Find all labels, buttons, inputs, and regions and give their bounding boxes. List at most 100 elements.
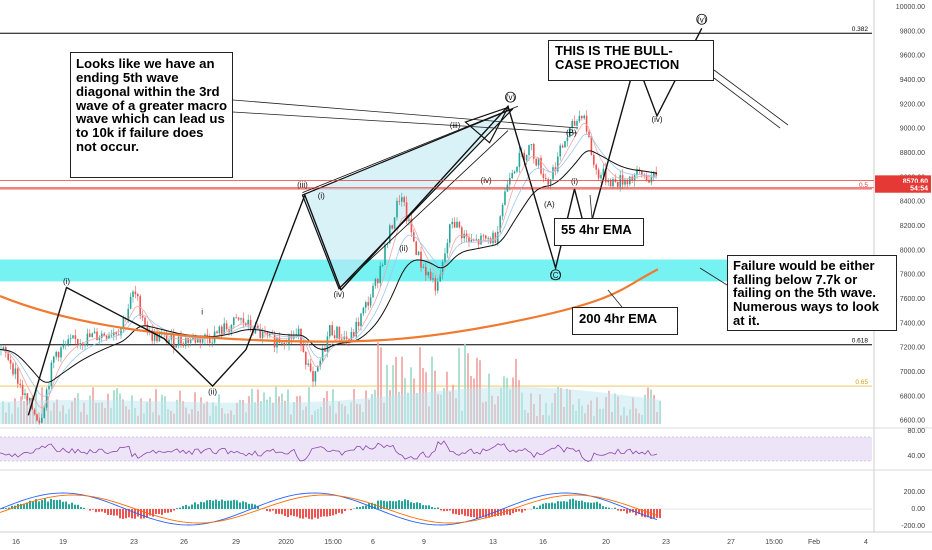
macd-hist-bar — [395, 501, 397, 509]
candle-body — [48, 386, 50, 390]
pointer-failure — [699, 267, 728, 286]
macd-hist-bar — [44, 498, 46, 509]
label-ema200[interactable]: 200 4hr EMA — [572, 307, 678, 335]
macd-hist-bar — [140, 509, 142, 519]
pointer-bull-2 — [713, 77, 781, 129]
macd-hist-bar — [224, 500, 226, 509]
support-zone — [0, 259, 872, 282]
rsi-tick-label: 40.00 — [907, 453, 925, 460]
candle-body — [645, 175, 648, 180]
macd-hist-bar — [605, 507, 607, 509]
candle-body — [89, 333, 91, 337]
annotation-bull-case[interactable]: THIS IS THE BULL-CASE PROJECTION — [548, 40, 714, 81]
macd-hist-bar — [476, 509, 478, 519]
macd-hist-bar — [20, 503, 22, 509]
price-tick-label: 10000.00 — [896, 4, 925, 11]
macd-hist-bar — [77, 504, 79, 509]
candle-body — [585, 115, 588, 132]
macd-hist-bar — [497, 509, 499, 517]
candle-body — [7, 352, 9, 360]
macd-hist-bar — [314, 509, 316, 518]
candle-body — [338, 326, 341, 339]
macd-hist-bar — [149, 509, 151, 516]
macd-hist-bar — [617, 509, 619, 511]
time-tick-label: 6 — [371, 539, 375, 546]
candle-body — [237, 317, 240, 320]
candle-body — [465, 233, 468, 237]
macd-hist-bar — [281, 509, 283, 515]
macd-hist-bar — [53, 500, 55, 509]
macd-hist-bar — [134, 509, 136, 519]
macd-hist-bar — [590, 502, 592, 509]
candle-body — [57, 352, 60, 358]
macd-hist-bar — [131, 509, 133, 519]
candle-body — [643, 175, 645, 176]
macd-hist-bar — [311, 509, 313, 520]
candle-body — [199, 336, 201, 343]
annotation-bull-case-text: THIS IS THE BULL-CASE PROJECTION — [555, 43, 680, 72]
candle-body — [525, 154, 528, 161]
diagonal-lower-line — [338, 130, 509, 290]
pointer-ema200 — [607, 289, 623, 308]
price-tick-label: 7800.00 — [900, 272, 925, 279]
macd-hist-bar — [647, 509, 649, 518]
annotation-diagonal-note[interactable]: Looks like we have an ending 5th wave di… — [70, 52, 233, 178]
pointer-diagonal — [232, 99, 579, 129]
macd-hist-bar — [209, 500, 211, 509]
wave-label: (ii) — [208, 388, 217, 397]
macd-hist-bar — [284, 509, 286, 517]
macd-hist-bar — [452, 509, 454, 514]
candle-body — [77, 338, 79, 344]
time-tick-label: Feb — [808, 539, 820, 546]
wave-label-circle — [505, 91, 516, 103]
candle-body — [120, 327, 122, 336]
candle-body — [609, 180, 612, 187]
label-ema55[interactable]: 55 4hr EMA — [554, 218, 644, 246]
macd-hist-bar — [239, 502, 241, 509]
macd-hist-bar — [158, 509, 160, 514]
candle-body — [463, 233, 465, 239]
candle-body — [607, 180, 609, 183]
candle-body — [127, 308, 129, 319]
macd-hist-bar — [566, 501, 568, 509]
price-tick-label: 9000.00 — [900, 126, 925, 133]
ema-short-2 — [0, 133, 658, 397]
macd-hist-bar — [614, 507, 616, 509]
candle-body — [571, 121, 573, 128]
candle-body — [307, 363, 309, 365]
macd-hist-bar — [362, 506, 364, 509]
macd-histogram — [2, 498, 661, 520]
macd-hist-bar — [620, 509, 622, 512]
macd-hist-bar — [206, 500, 208, 509]
macd-hist-bar — [32, 501, 34, 509]
candle-body — [504, 191, 506, 205]
macd-hist-bar — [419, 503, 421, 509]
macd-hist-bar — [644, 509, 646, 518]
macd-hist-bar — [203, 502, 205, 509]
candle-body — [422, 267, 425, 268]
candle-body — [269, 333, 271, 336]
macd-hist-bar — [410, 502, 412, 509]
macd-hist-bar — [587, 502, 589, 509]
candle-body — [480, 235, 482, 245]
candle-body — [425, 267, 427, 276]
candle-body — [417, 251, 420, 255]
candle-body — [12, 363, 14, 375]
candle-body — [221, 326, 223, 336]
macd-hist-bar — [359, 506, 361, 509]
candle-body — [631, 176, 633, 181]
macd-hist-bar — [287, 509, 289, 518]
annotation-failure-note[interactable]: Failure would be either falling below 7.… — [727, 255, 897, 331]
candle-body — [101, 333, 103, 338]
candle-body — [386, 243, 389, 245]
macd-hist-bar — [83, 507, 85, 509]
candle-body — [576, 121, 578, 126]
candle-body — [612, 179, 614, 187]
candle-body — [590, 136, 593, 155]
candle-body — [341, 338, 343, 340]
time-tick-label: 16 — [12, 539, 20, 546]
macd-hist-bar — [506, 509, 508, 515]
macd-hist-bar — [377, 500, 379, 509]
macd-hist-bar — [653, 509, 655, 518]
